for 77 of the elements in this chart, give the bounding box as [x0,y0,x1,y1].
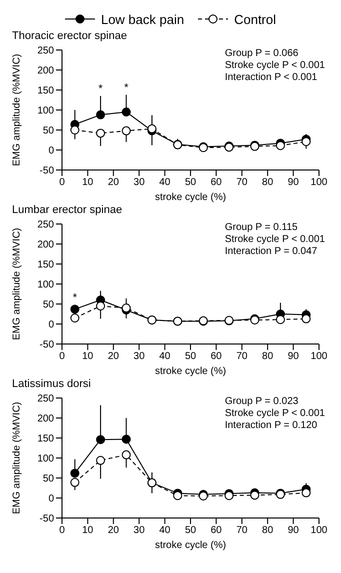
x-tick-label: 20 [108,351,120,362]
x-tick-label: 30 [134,525,146,536]
x-tick-label: 40 [159,525,171,536]
x-tick-label: 100 [310,351,328,362]
y-tick-label: -50 [40,340,54,351]
annotation: Group P = 0.066 [224,48,300,60]
chart-title: Lumbar erector spinae [11,204,124,218]
y-tick-label: 100 [37,280,54,291]
x-tick-label: 10 [82,351,94,362]
x-tick-label: 30 [134,177,146,188]
x-tick-label: 70 [236,177,248,188]
x-tick-label: 60 [210,525,222,536]
x-tick-label: 80 [262,177,274,188]
x-tick-label: 0 [59,351,66,362]
y-tick-label: -50 [40,166,54,177]
x-axis-title: stroke cycle (%) [154,540,226,551]
y-tick-label: 0 [48,494,54,505]
annotation: * [124,82,130,94]
y-tick-label: 250 [37,394,54,405]
x-axis-title: stroke cycle (%) [154,366,226,377]
y-tick-label: -50 [40,514,54,525]
x-tick-label: 100 [310,177,328,188]
x-tick-label: 90 [288,351,300,362]
x-tick-label: 30 [134,351,146,362]
x-tick-label: 20 [108,177,120,188]
y-tick-label: 100 [37,106,54,117]
y-tick-label: 100 [37,454,54,465]
y-tick-label: 250 [37,46,54,57]
y-tick-label: 50 [42,474,54,485]
x-tick-label: 60 [210,177,222,188]
y-tick-label: 150 [37,434,54,445]
x-tick-label: 40 [159,351,171,362]
x-tick-label: 70 [236,351,248,362]
x-tick-label: 60 [210,351,222,362]
y-tick-label: 200 [37,66,54,77]
y-axis-title: EMG amplitude (%MVIC) [12,402,23,514]
y-tick-label: 250 [37,220,54,231]
x-tick-label: 80 [262,525,274,536]
x-tick-label: 20 [108,525,120,536]
y-tick-label: 50 [42,126,54,137]
legend-label: Control [234,12,276,26]
x-tick-label: 0 [59,525,66,536]
annotation: Stroke cycle P < 0.001 [224,408,325,420]
legend-label: Low back pain [100,12,184,26]
annotation: Group P = 0.023 [224,396,300,408]
x-tick-label: 50 [184,351,196,362]
annotation: * [98,83,104,95]
annotation: Stroke cycle P < 0.001 [224,234,325,246]
x-tick-label: 50 [184,177,196,188]
x-tick-label: 80 [262,351,274,362]
y-tick-label: 200 [37,414,54,425]
y-tick-label: 50 [42,300,54,311]
y-tick-label: 0 [48,146,54,157]
x-tick-label: 10 [82,177,94,188]
y-tick-label: 150 [37,260,54,271]
x-tick-label: 100 [310,525,328,536]
annotation: Interaction P = 0.047 [224,246,318,258]
annotation: Stroke cycle P < 0.001 [224,60,325,72]
x-tick-label: 0 [59,177,66,188]
x-tick-label: 40 [159,177,171,188]
annotation: * [72,292,78,304]
y-axis-title: EMG amplitude (%MVIC) [12,54,23,166]
x-tick-label: 50 [184,525,196,536]
x-tick-label: 90 [288,177,300,188]
chart-title: Latissimus dorsi [11,378,92,392]
y-tick-label: 0 [48,320,54,331]
x-tick-label: 70 [236,525,248,536]
x-tick-label: 90 [288,525,300,536]
x-axis-title: stroke cycle (%) [154,192,226,203]
y-tick-label: 200 [37,240,54,251]
chart-title: Thoracic erector spinae [11,30,128,44]
annotation: Interaction P = 0.120 [224,420,318,432]
x-tick-label: 10 [82,525,94,536]
y-axis-title: EMG amplitude (%MVIC) [12,228,23,340]
y-tick-label: 150 [37,86,54,97]
annotation: Group P = 0.115 [224,222,299,234]
annotation: Interaction P < 0.001 [224,72,318,84]
